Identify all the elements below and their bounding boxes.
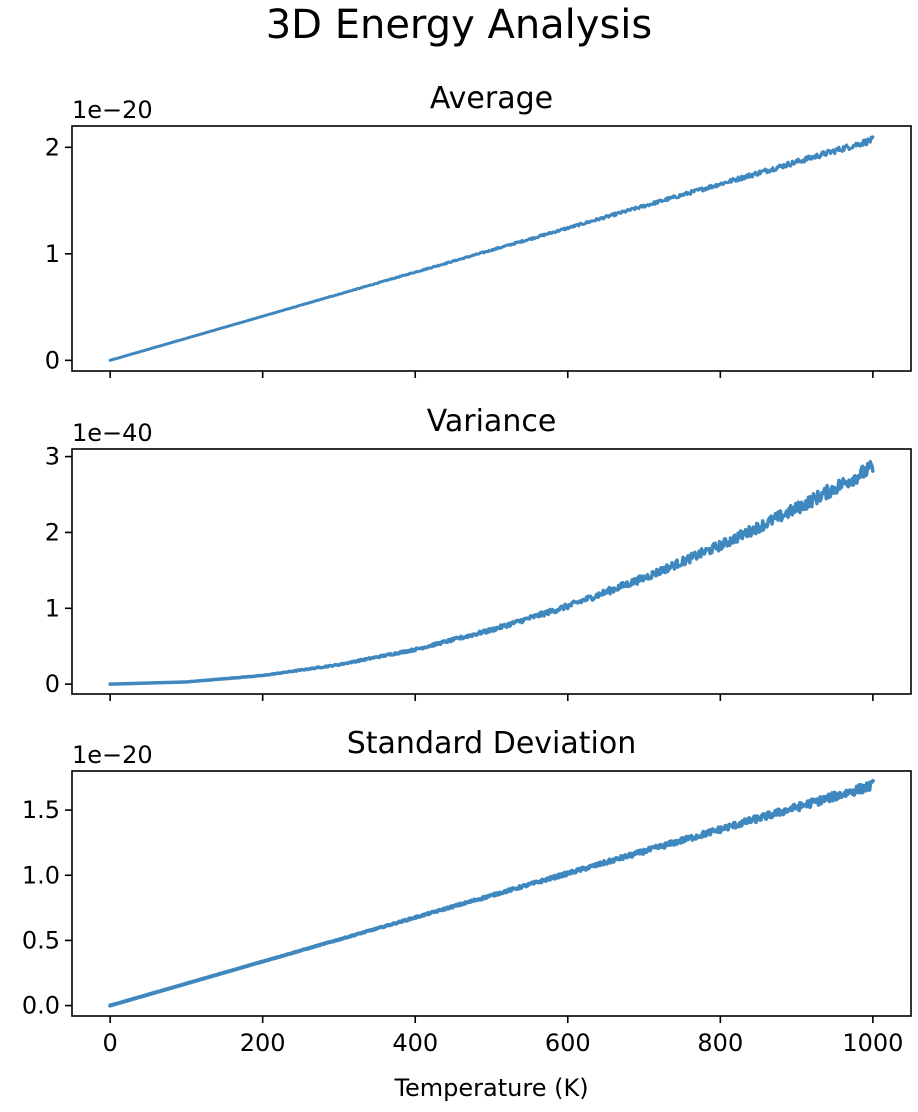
subplots: Average 1e−20 0 1 2 Variance 1e−40 0 1 2 3 Standard…: [22, 81, 912, 1102]
y-tick-label: 1.0: [22, 861, 60, 889]
y-tick-label: 0.0: [22, 992, 60, 1020]
subplot-title: Average: [430, 81, 553, 116]
axes-frame: [71, 770, 912, 1017]
y-tick-label: 2: [45, 518, 60, 546]
series-line: [108, 779, 875, 1008]
y-tick-label: 1.5: [22, 796, 60, 824]
y-tick-label: 2: [45, 133, 60, 161]
y-tick-label: 3: [45, 443, 60, 471]
subplot-1: Average 1e−20 0 1 2: [45, 81, 912, 378]
axes-frame: [71, 448, 912, 695]
subplot-title: Standard Deviation: [347, 726, 637, 761]
y-tick-label: 0: [45, 346, 60, 374]
y-tick-label: 0: [45, 670, 60, 698]
y-tick-label: 0.5: [22, 926, 60, 954]
x-tick-label: 1000: [842, 1029, 903, 1057]
x-tick-label: 200: [240, 1029, 286, 1057]
subplot-3: Standard Deviation 1e−20 0 200 400 600 800 1000…: [22, 726, 912, 1102]
offset-text: 1e−20: [72, 96, 153, 124]
x-tick-label: 800: [697, 1029, 743, 1057]
x-tick-label: 400: [392, 1029, 438, 1057]
subplot-title: Variance: [427, 404, 557, 439]
x-tick-label: 600: [545, 1029, 591, 1057]
offset-text: 1e−40: [72, 419, 153, 447]
x-tick-label: 0: [102, 1029, 117, 1057]
axes-frame: [71, 125, 912, 372]
series-line: [108, 135, 875, 362]
offset-text: 1e−20: [72, 741, 153, 769]
series-line: [108, 459, 875, 686]
y-tick-label: 1: [45, 240, 60, 268]
figure-title: 3D Energy Analysis: [266, 2, 653, 48]
y-tick-label: 1: [45, 594, 60, 622]
x-axis-label: Temperature (K): [393, 1074, 588, 1102]
subplot-2: Variance 1e−40 0 1 2 3: [45, 404, 912, 701]
